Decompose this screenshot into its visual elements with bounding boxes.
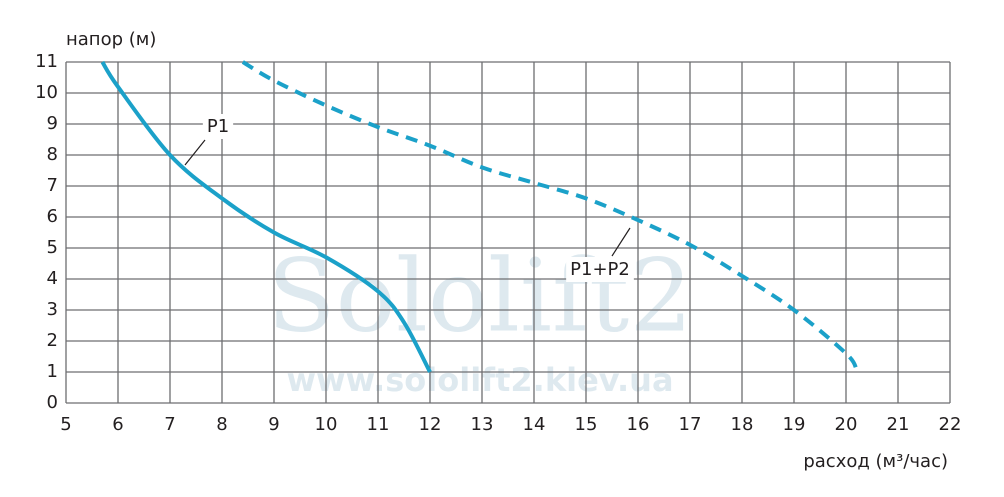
y-tick-label: 1	[47, 361, 58, 382]
x-tick-label: 9	[268, 414, 279, 435]
x-tick-label: 7	[164, 414, 175, 435]
y-tick-label: 2	[47, 330, 58, 351]
series-label: P1+P2	[570, 259, 630, 280]
x-tick-label: 20	[835, 414, 858, 435]
y-tick-label: 0	[47, 392, 58, 413]
y-tick-label: 6	[47, 206, 58, 227]
x-tick-label: 16	[627, 414, 650, 435]
x-tick-label: 11	[367, 414, 390, 435]
x-tick-label: 13	[471, 414, 494, 435]
y-tick-label: 3	[47, 299, 58, 320]
y-tick-label: 4	[47, 268, 58, 289]
x-tick-label: 15	[575, 414, 598, 435]
y-tick-label: 5	[47, 237, 58, 258]
y-tick-label: 9	[47, 113, 58, 134]
label-background	[566, 257, 634, 282]
y-tick-label: 8	[47, 144, 58, 165]
x-tick-label: 22	[939, 414, 962, 435]
x-tick-label: 14	[523, 414, 546, 435]
y-tick-label: 11	[35, 51, 58, 72]
y-axis-label: напор (м)	[66, 29, 156, 50]
label-background	[202, 114, 234, 139]
x-tick-label: 5	[60, 414, 71, 435]
x-tick-label: 8	[216, 414, 227, 435]
y-tick-label: 7	[47, 175, 58, 196]
series-line	[100, 60, 432, 373]
leader-line	[184, 139, 206, 166]
series-line	[241, 60, 859, 371]
series-label: P1	[207, 116, 229, 137]
watermark-url: www.sololift2.kiev.ua	[286, 361, 673, 399]
x-tick-label: 21	[887, 414, 910, 435]
x-axis-label: расход (м³/час)	[803, 451, 948, 472]
x-tick-label: 17	[679, 414, 702, 435]
watermark: Sololift2	[267, 238, 693, 355]
x-tick-label: 6	[112, 414, 123, 435]
x-tick-label: 10	[315, 414, 338, 435]
y-tick-label: 10	[35, 82, 58, 103]
x-tick-label: 18	[731, 414, 754, 435]
x-tick-label: 12	[419, 414, 442, 435]
leader-line	[611, 227, 631, 257]
x-tick-label: 19	[783, 414, 806, 435]
